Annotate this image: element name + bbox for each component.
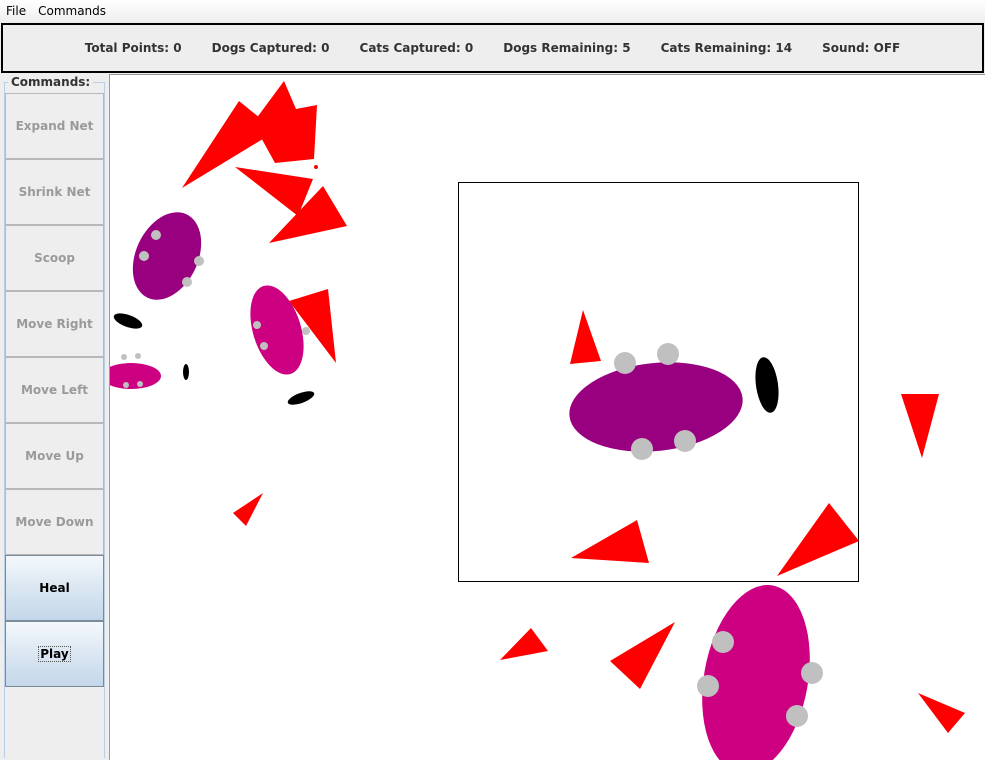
black-blob — [113, 313, 143, 329]
black-blob — [287, 391, 315, 405]
play-button[interactable]: Play — [5, 621, 104, 687]
black-blob — [183, 364, 189, 380]
heal-button[interactable]: Heal — [5, 555, 104, 621]
game-map[interactable] — [109, 74, 985, 760]
menu-commands[interactable]: Commands — [38, 4, 107, 18]
cat — [918, 693, 965, 733]
cat — [269, 186, 347, 243]
commands-panel: Commands: Expand Net Shrink Net Scoop Mo… — [2, 75, 108, 760]
menu-file[interactable]: File — [6, 4, 27, 18]
cat — [235, 167, 313, 216]
total-points-label: Total Points: 0 — [84, 41, 182, 55]
commands-panel-title: Commands: — [8, 75, 94, 89]
net — [458, 182, 859, 582]
cats-remaining-label: Cats Remaining: 14 — [660, 41, 793, 55]
dog — [132, 212, 204, 300]
dogs-remaining-label: Dogs Remaining: 5 — [503, 41, 631, 55]
expand-net-button[interactable]: Expand Net — [5, 93, 104, 159]
dog — [250, 285, 310, 375]
black-blob — [755, 357, 779, 413]
cat — [610, 622, 675, 689]
cat — [182, 101, 276, 188]
cat — [777, 503, 859, 576]
play-button-label: Play — [38, 646, 71, 662]
score-bar: Total Points: 0 Dogs Captured: 0 Cats Ca… — [1, 23, 984, 73]
shrink-net-button[interactable]: Shrink Net — [5, 159, 104, 225]
move-right-button[interactable]: Move Right — [5, 291, 104, 357]
move-up-button[interactable]: Move Up — [5, 423, 104, 489]
cat — [570, 310, 601, 364]
dog — [697, 585, 823, 760]
cat — [571, 520, 649, 563]
dog — [569, 343, 743, 460]
game-canvas — [110, 81, 965, 760]
cat — [233, 493, 263, 526]
dogs-captured-label: Dogs Captured: 0 — [211, 41, 330, 55]
cat — [289, 289, 336, 363]
move-down-button[interactable]: Move Down — [5, 489, 104, 555]
cat — [901, 394, 939, 458]
menu-bar: File Commands — [0, 0, 985, 22]
cat — [314, 165, 318, 169]
cats-captured-label: Cats Captured: 0 — [359, 41, 474, 55]
dog — [110, 353, 161, 389]
sound-status-label: Sound: OFF — [822, 41, 901, 55]
move-left-button[interactable]: Move Left — [5, 357, 104, 423]
cat — [500, 628, 548, 660]
cat — [253, 81, 317, 163]
scoop-button[interactable]: Scoop — [5, 225, 104, 291]
